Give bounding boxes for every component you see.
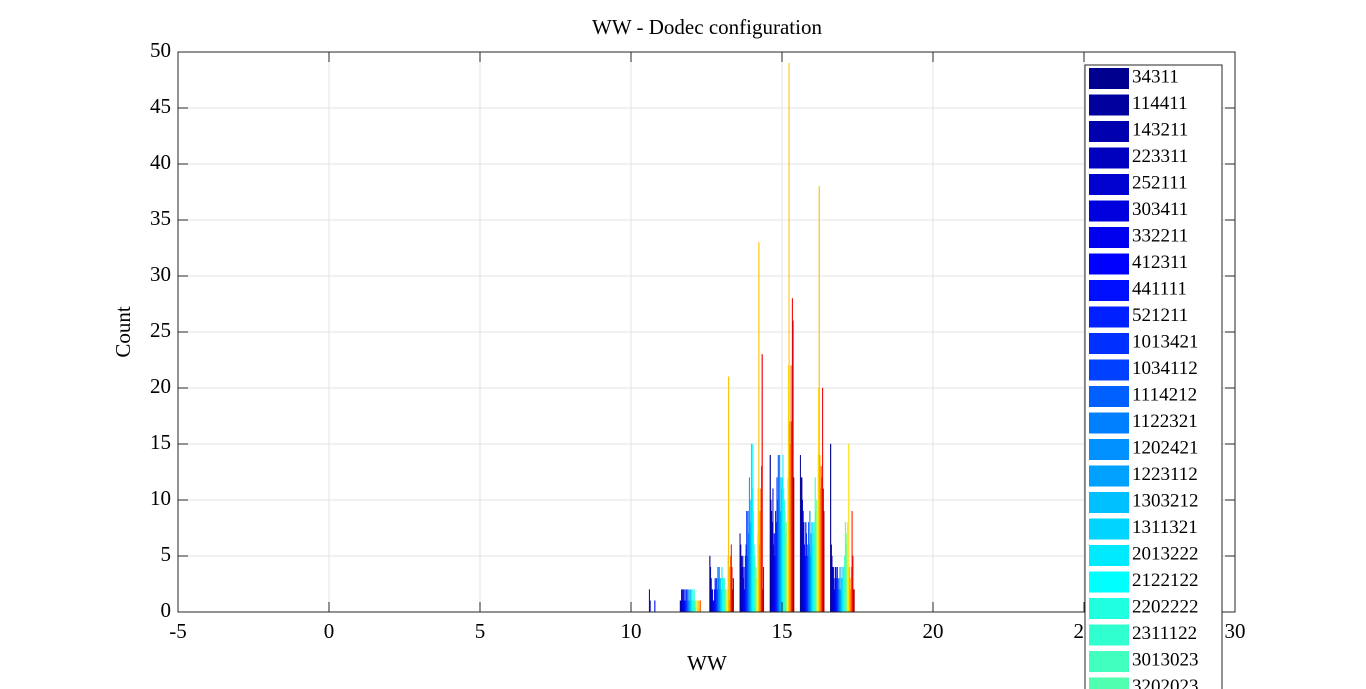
legend-swatch (1089, 571, 1129, 593)
legend-label: 252111 (1132, 172, 1188, 193)
x-axis-label: WW (687, 651, 727, 675)
legend-swatch (1089, 518, 1129, 540)
bar (761, 354, 763, 613)
chart-title: WW - Dodec configuration (592, 15, 822, 39)
y-tick-label: 35 (150, 206, 171, 230)
legend-label: 441111 (1132, 278, 1187, 299)
legend-label: 1311321 (1132, 517, 1198, 538)
bar (699, 600, 701, 613)
x-tick-label: 20 (923, 619, 944, 643)
y-tick-label: 40 (150, 150, 171, 174)
legend-label: 412311 (1132, 252, 1188, 273)
legend-label: 2311122 (1132, 623, 1197, 644)
legend-swatch (1089, 598, 1129, 619)
legend-label: 34311 (1132, 66, 1179, 87)
bar (697, 600, 699, 613)
legend-label: 1223112 (1132, 464, 1198, 485)
y-tick-label: 5 (161, 542, 172, 566)
legend-label: 1202421 (1132, 437, 1199, 458)
bar (823, 511, 825, 613)
legend-label: 143211 (1132, 119, 1188, 140)
x-tick-label: 10 (621, 619, 642, 643)
x-tick-label: 5 (475, 619, 486, 643)
bar (732, 578, 734, 613)
legend-label: 3013023 (1132, 649, 1199, 670)
legend-label: 3202023 (1132, 676, 1199, 689)
legend-label: 332211 (1132, 225, 1188, 246)
legend-swatch (1089, 386, 1129, 407)
bar (695, 600, 697, 613)
legend-label: 2202222 (1132, 596, 1199, 617)
legend-label: 2013222 (1132, 543, 1199, 564)
legend-swatch (1089, 677, 1129, 689)
legend-swatch (1089, 624, 1129, 646)
legend-swatch (1089, 280, 1129, 301)
y-tick-label: 10 (150, 486, 171, 510)
legend-swatch (1089, 651, 1129, 672)
legend-swatch (1089, 359, 1129, 381)
legend-swatch (1089, 227, 1129, 248)
legend-swatch (1089, 439, 1129, 460)
legend-label: 1013421 (1132, 331, 1199, 352)
legend-swatch (1089, 545, 1129, 566)
y-tick-label: 30 (150, 262, 171, 286)
y-tick-label: 0 (161, 598, 172, 622)
legend-swatch (1089, 147, 1129, 169)
legend-swatch (1089, 94, 1129, 116)
legend-swatch (1089, 333, 1129, 354)
x-tick-label: 0 (324, 619, 335, 643)
legend-swatch (1089, 492, 1129, 513)
bar (698, 600, 700, 613)
legend-swatch (1089, 121, 1129, 142)
bar (649, 600, 651, 613)
legend-label: 1114212 (1132, 384, 1197, 405)
y-tick-label: 50 (150, 38, 171, 62)
bar (728, 376, 730, 613)
legend-swatch (1089, 68, 1129, 89)
legend-label: 1122321 (1132, 411, 1198, 432)
legend-label: 303411 (1132, 199, 1188, 220)
y-tick-label: 25 (150, 318, 171, 342)
y-axis-label: Count (111, 306, 135, 358)
legend-label: 2122122 (1132, 570, 1199, 591)
legend-label: 1303212 (1132, 490, 1199, 511)
legend-label: 114411 (1132, 93, 1188, 114)
legend-swatch (1089, 306, 1129, 328)
legend-label: 521211 (1132, 305, 1188, 326)
x-tick-label: 15 (772, 619, 793, 643)
legend-swatch (1089, 465, 1129, 487)
legend-label: 223311 (1132, 146, 1188, 167)
legend-swatch (1089, 412, 1129, 434)
x-tick-label: 30 (1225, 619, 1246, 643)
x-tick-label: -5 (169, 619, 187, 643)
legend-swatch (1089, 174, 1129, 195)
bar (654, 600, 656, 613)
legend-swatch (1089, 253, 1129, 275)
bar (793, 477, 795, 613)
legend-swatch (1089, 200, 1129, 222)
bar (763, 567, 765, 613)
y-tick-label: 15 (150, 430, 171, 454)
y-tick-label: 20 (150, 374, 171, 398)
y-tick-label: 45 (150, 94, 171, 118)
bar (853, 589, 855, 613)
legend-label: 1034112 (1132, 358, 1198, 379)
